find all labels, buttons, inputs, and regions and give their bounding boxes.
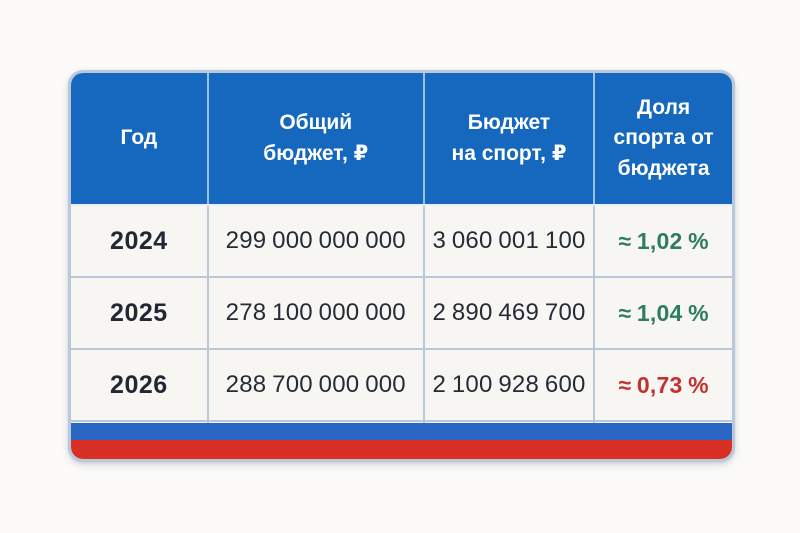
share-cell: ≈ 0,73 %	[595, 350, 732, 422]
share-cell: ≈ 1,02 %	[595, 206, 732, 278]
flag-blue-stripe	[71, 423, 732, 440]
year-cell: 2024	[71, 206, 209, 278]
share-cell: ≈ 1,04 %	[595, 278, 732, 350]
budget-table-card: Год Общий бюджет, ₽ Бюджет на спорт, ₽ Д…	[68, 70, 735, 462]
flag-red-stripe	[71, 440, 732, 459]
table-row: 2024 299 000 000 000 3 060 001 100 ≈ 1,0…	[71, 206, 732, 278]
total-budget-cell: 288 700 000 000	[208, 350, 425, 422]
header-year: Год	[71, 73, 209, 204]
year-cell: 2025	[71, 278, 209, 350]
year-cell: 2026	[71, 350, 209, 422]
flag-white-stripe	[71, 422, 732, 423]
sport-budget-cell: 3 060 001 100	[424, 206, 596, 278]
table-row: 2026 288 700 000 000 2 100 928 600 ≈ 0,7…	[71, 350, 732, 422]
total-budget-cell: 299 000 000 000	[208, 206, 425, 278]
header-sport-budget: Бюджет на спорт, ₽	[425, 73, 596, 204]
table-row: 2025 278 100 000 000 2 890 469 700 ≈ 1,0…	[71, 278, 732, 350]
table-header-row: Год Общий бюджет, ₽ Бюджет на спорт, ₽ Д…	[71, 73, 732, 206]
header-share: Доля спорта от бюджета	[613, 95, 714, 180]
header-total-budget: Общий бюджет, ₽	[209, 73, 425, 204]
total-budget-cell: 278 100 000 000	[208, 278, 425, 350]
sport-budget-cell: 2 890 469 700	[424, 278, 596, 350]
sport-budget-cell: 2 100 928 600	[424, 350, 596, 422]
